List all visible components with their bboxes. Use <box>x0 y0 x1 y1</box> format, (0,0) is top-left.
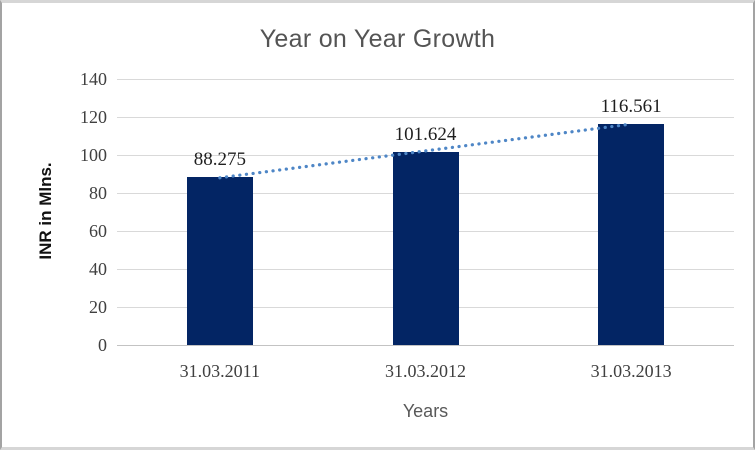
y-tick-label: 40 <box>89 259 107 279</box>
bar-value-label: 101.624 <box>394 123 457 145</box>
gridline <box>117 117 734 118</box>
bar-value-label: 116.561 <box>600 95 662 117</box>
gridline <box>117 345 734 346</box>
x-axis-title: Years <box>402 401 449 421</box>
y-tick-label: 140 <box>80 69 107 89</box>
y-tick-label: 100 <box>80 145 107 165</box>
y-tick-label: 0 <box>98 335 107 355</box>
y-tick-label: 20 <box>89 297 107 317</box>
chart-title: Year on Year Growth <box>259 25 496 53</box>
y-axis-title: INR in Mlns. <box>36 162 55 260</box>
y-tick-label: 120 <box>80 107 107 127</box>
bar-value-label: 88.275 <box>193 149 246 171</box>
gridline <box>117 79 734 80</box>
x-category-label: 31.03.2013 <box>590 361 672 381</box>
bar <box>186 177 253 345</box>
x-category-label: 31.03.2011 <box>179 361 260 381</box>
bar <box>392 151 459 345</box>
x-category-label: 31.03.2012 <box>385 361 466 381</box>
y-tick-label: 60 <box>89 221 107 241</box>
bar <box>598 123 665 345</box>
y-tick-label: 80 <box>89 183 107 203</box>
